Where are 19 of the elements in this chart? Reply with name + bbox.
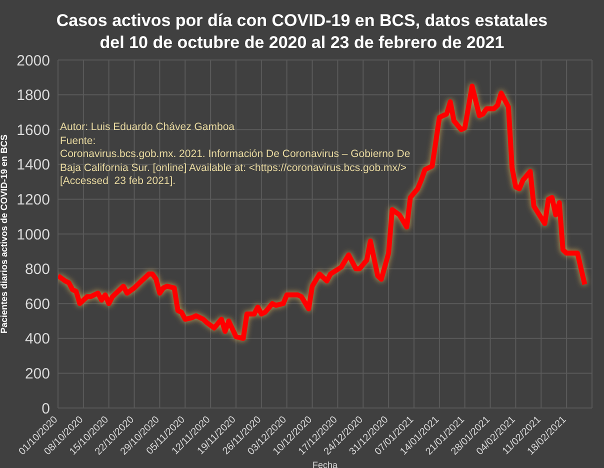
x-axis-title: Fecha	[312, 460, 338, 468]
annotation: Baja California Sur. [online] Available at: <https://coronavirus.bcs.gob.mx/>	[60, 162, 408, 175]
annotation: Fuente:	[60, 134, 97, 148]
y-tick-label: 400	[24, 330, 50, 348]
y-tick-label: 600	[24, 296, 50, 313]
y-tick-label: 1000	[16, 226, 50, 244]
chart-title: Casos activos por día con COVID-19 en BCS, datos estatales del 10 de octubre de 2020 al 23 de febrero de 2021	[55, 10, 549, 54]
y-tick-label: 0	[42, 400, 50, 418]
y-axis-title: Pacientes diarios activos de COVID-19 en BCS	[0, 134, 10, 334]
y-tick-label: 1800	[16, 87, 50, 104]
y-tick-label: 200	[24, 366, 50, 383]
y-tick-label: 1200	[16, 192, 50, 209]
y-tick-label: 800	[24, 261, 50, 278]
y-tick-label: 2000	[16, 52, 50, 70]
annotation: Autor: Luis Eduardo Chávez Gamboa	[60, 121, 236, 134]
y-tick-label: 1400	[16, 156, 50, 174]
y-tick-label: 1600	[16, 122, 50, 139]
annotation: [Accessed 23 feb 2021].	[60, 175, 177, 188]
annotation: Coronavirus.bcs.gob.mx. 2021. Información De Coronavirus – Gobierno De	[60, 148, 410, 162]
